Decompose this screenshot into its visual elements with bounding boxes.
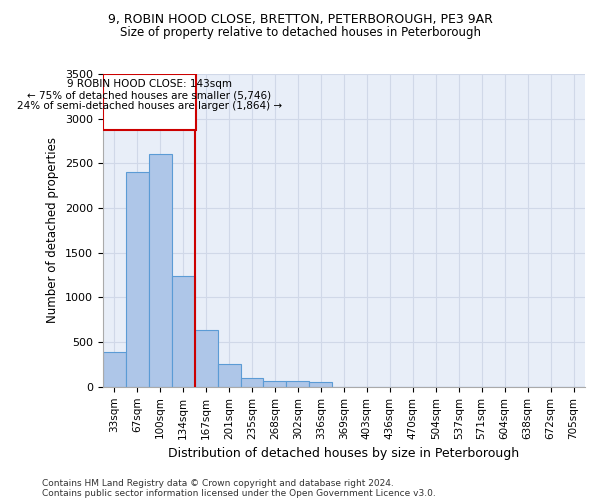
Bar	[310, 382, 332, 387]
Bar	[125, 172, 149, 387]
Text: Contains public sector information licensed under the Open Government Licence v3: Contains public sector information licen…	[42, 488, 436, 498]
Text: 9 ROBIN HOOD CLOSE: 143sqm: 9 ROBIN HOOD CLOSE: 143sqm	[67, 80, 232, 90]
Bar	[172, 276, 194, 387]
Y-axis label: Number of detached properties: Number of detached properties	[46, 138, 59, 324]
Text: 24% of semi-detached houses are larger (1,864) →: 24% of semi-detached houses are larger (…	[17, 101, 282, 111]
Bar	[103, 74, 196, 130]
Bar	[263, 381, 286, 387]
Text: ← 75% of detached houses are smaller (5,746): ← 75% of detached houses are smaller (5,…	[27, 90, 271, 100]
Bar	[286, 382, 310, 387]
Bar	[241, 378, 263, 387]
Bar	[218, 364, 241, 387]
Bar	[103, 352, 125, 387]
Bar	[194, 330, 218, 387]
Text: Size of property relative to detached houses in Peterborough: Size of property relative to detached ho…	[119, 26, 481, 39]
Text: 9, ROBIN HOOD CLOSE, BRETTON, PETERBOROUGH, PE3 9AR: 9, ROBIN HOOD CLOSE, BRETTON, PETERBOROU…	[107, 12, 493, 26]
X-axis label: Distribution of detached houses by size in Peterborough: Distribution of detached houses by size …	[168, 447, 520, 460]
Text: Contains HM Land Registry data © Crown copyright and database right 2024.: Contains HM Land Registry data © Crown c…	[42, 478, 394, 488]
Bar	[149, 154, 172, 387]
